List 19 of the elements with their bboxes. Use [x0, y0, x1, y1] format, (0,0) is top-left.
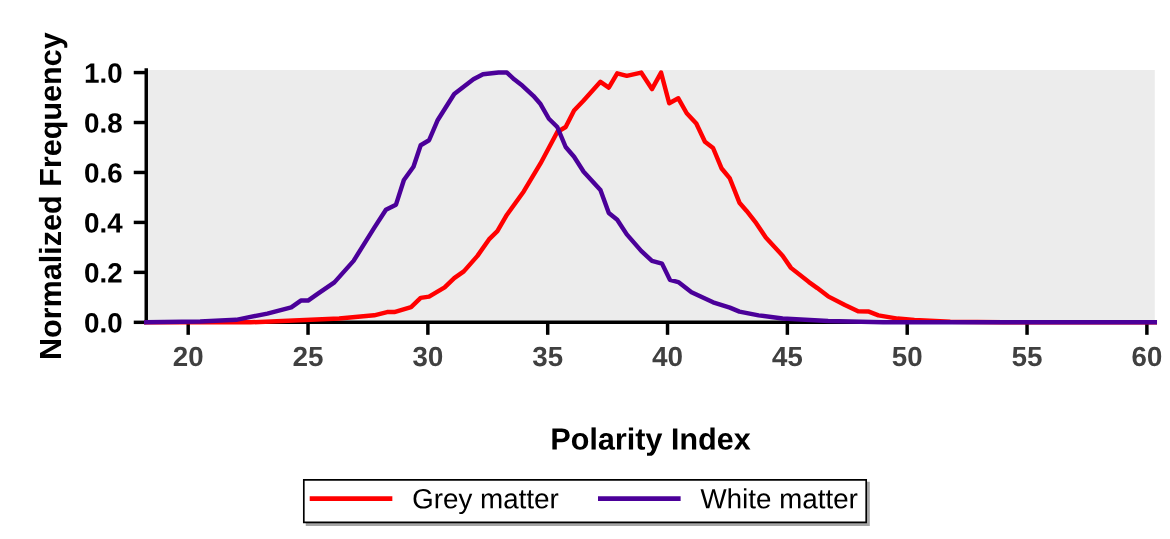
- legend-label: White matter: [700, 488, 858, 509]
- y-axis-title: Normalized Frequency: [38, 32, 68, 358]
- y-tick-label: 0.2: [85, 263, 122, 283]
- x-tick-label: 40: [652, 346, 682, 367]
- legend-label: Grey matter: [413, 488, 559, 515]
- x-tick-label: 55: [1012, 346, 1042, 367]
- x-tick-label: 25: [293, 346, 323, 367]
- x-tick-label: 50: [892, 346, 922, 367]
- y-tick-label: 0.4: [85, 213, 123, 233]
- x-tick-label: 30: [413, 346, 443, 367]
- y-tick-label: 0.8: [85, 113, 122, 133]
- y-tick-label: 0.6: [85, 163, 122, 183]
- x-tick-label: 35: [532, 346, 563, 367]
- y-tick-label: 1.0: [85, 63, 122, 83]
- x-tick-label: 60: [1132, 346, 1162, 367]
- x-tick-label: 20: [173, 346, 203, 367]
- y-tick-label: 0.0: [85, 312, 122, 333]
- x-tick-label: 45: [772, 346, 803, 367]
- x-axis-title: Polarity Index: [552, 427, 751, 456]
